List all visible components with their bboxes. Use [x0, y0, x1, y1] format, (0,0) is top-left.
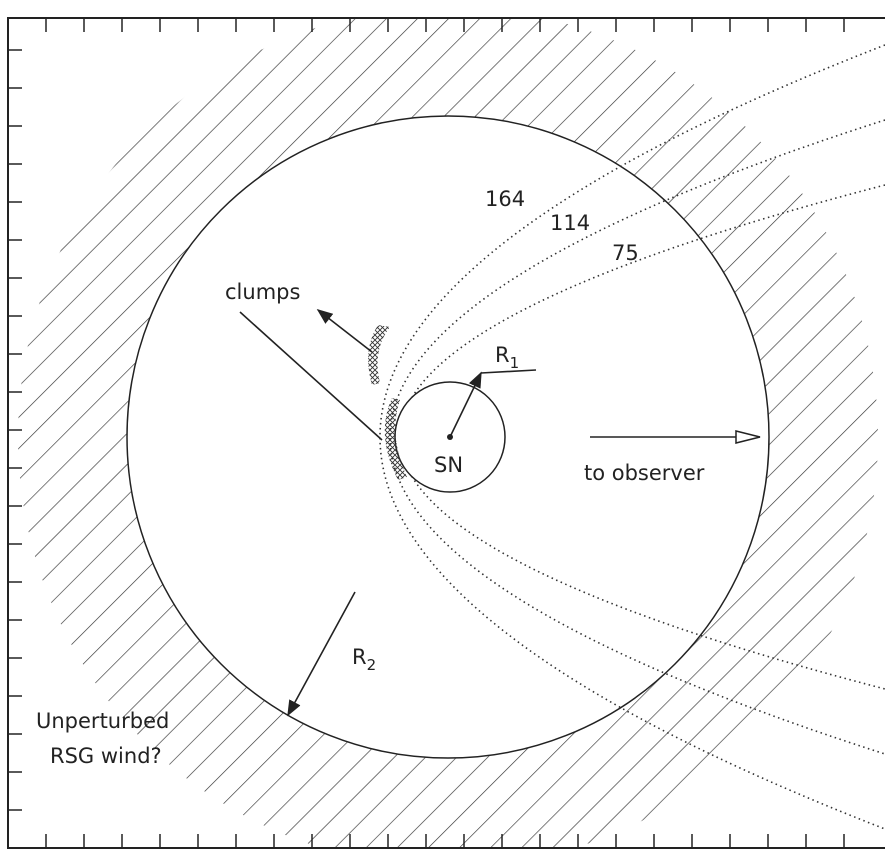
clump	[368, 325, 390, 385]
label: 164	[485, 187, 525, 211]
clump-arrow	[316, 309, 373, 353]
frame	[7, 17, 885, 849]
label-main: R	[495, 343, 510, 367]
label: clumps	[225, 280, 300, 304]
ticks	[8, 18, 845, 848]
label: SN	[434, 453, 463, 477]
label: 114	[550, 211, 590, 235]
label: R1	[495, 343, 519, 372]
r2-arrow	[287, 591, 356, 717]
pointer-line	[239, 311, 383, 441]
label: R2	[352, 645, 376, 674]
r1-line	[480, 369, 537, 374]
label: 75	[612, 241, 639, 265]
label-main: R	[352, 645, 367, 669]
label-sub: 2	[367, 656, 377, 674]
label: to observer	[584, 461, 705, 485]
r1-arrow	[449, 371, 482, 438]
label: RSG wind?	[50, 744, 162, 768]
label-sub: 1	[510, 354, 520, 372]
clump	[384, 398, 407, 480]
label: Unperturbed	[36, 709, 169, 733]
